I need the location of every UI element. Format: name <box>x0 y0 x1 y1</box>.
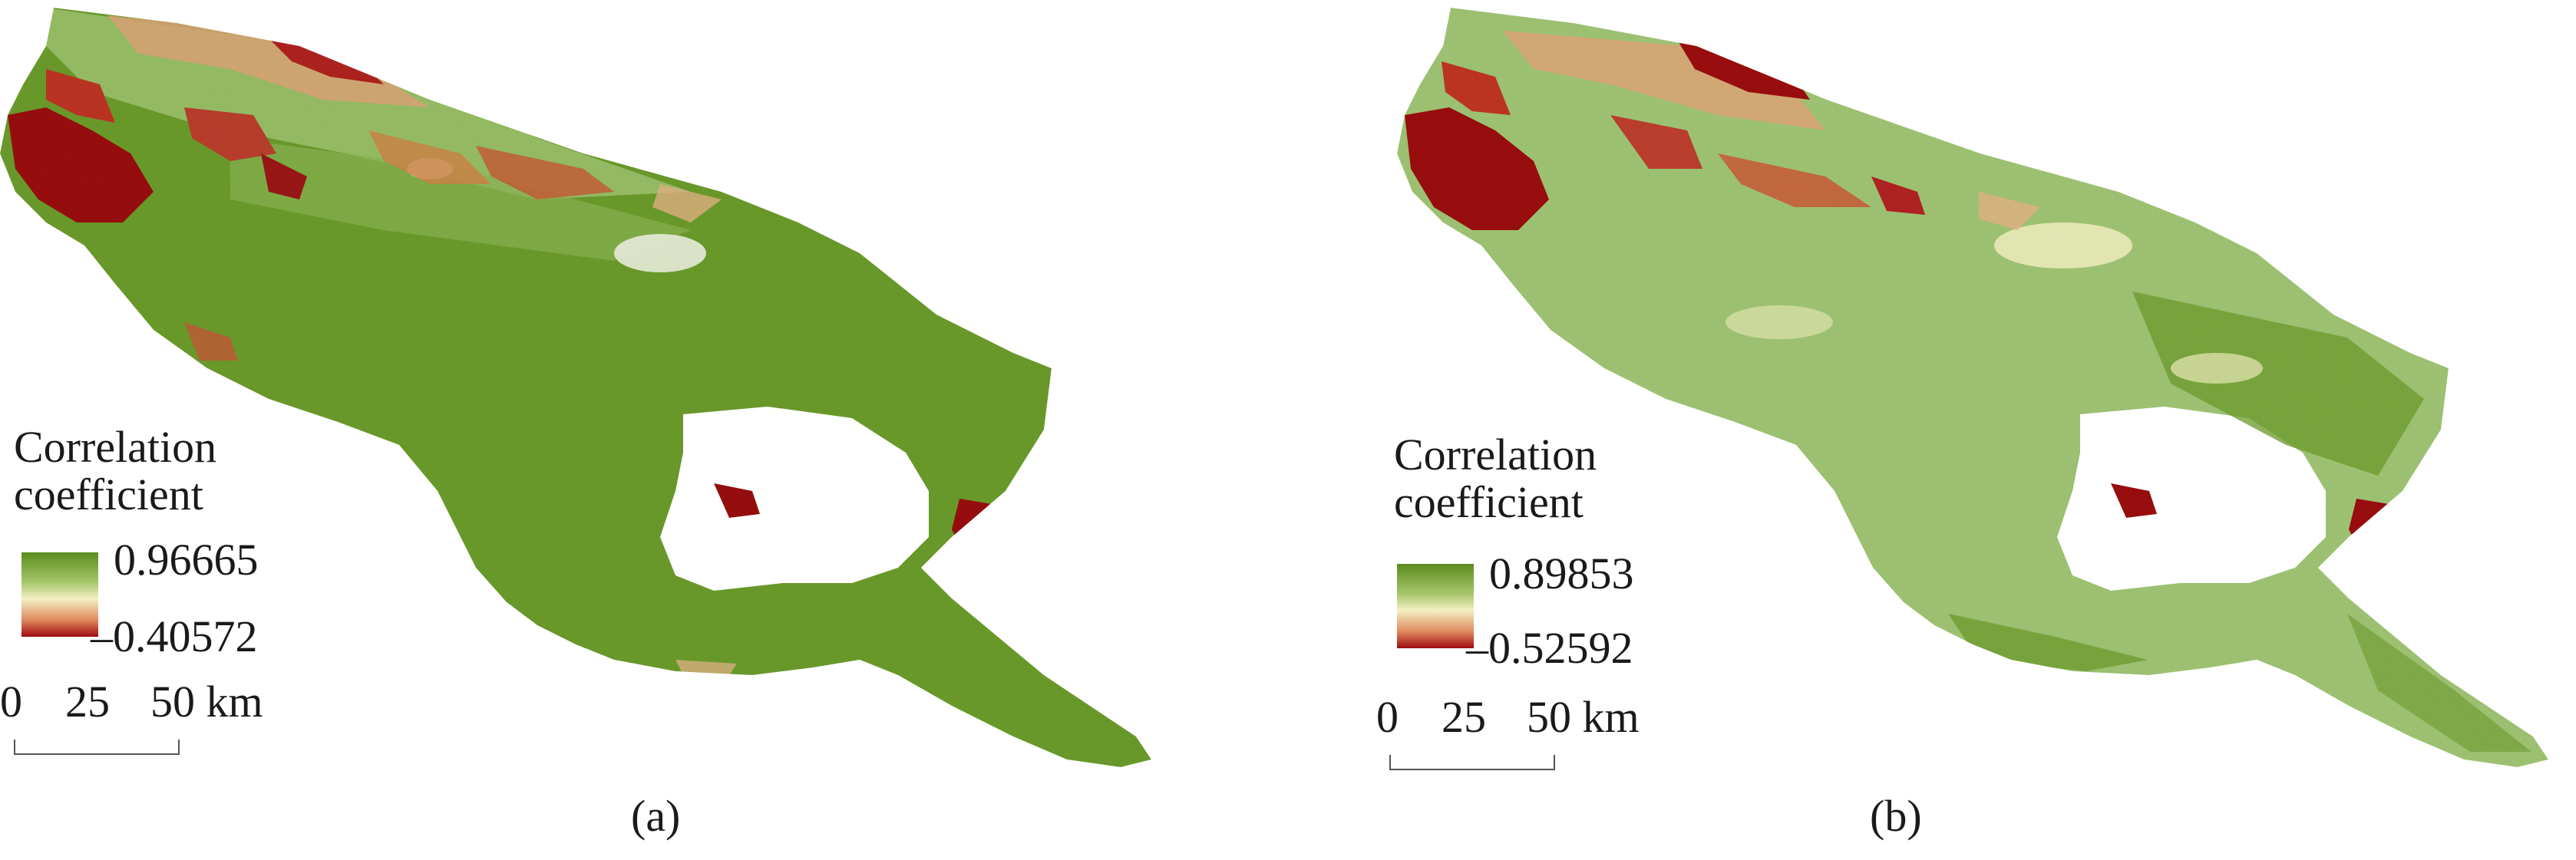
correlation-map-b <box>1397 8 2548 767</box>
legend-max-value: 0.96665 <box>114 535 259 585</box>
map-panel-a: Correlation coefficient 0.96665 –0.40572… <box>0 8 1151 841</box>
scale-bar-labels: 0 25 50 km <box>1376 694 1699 740</box>
correlation-map-a <box>0 8 1151 767</box>
legend-color-bar <box>1397 564 1474 648</box>
scale-tick-0: 0 <box>0 677 22 727</box>
legend-min-value: –0.52592 <box>1466 623 1633 673</box>
scale-tick-25: 25 <box>1442 692 1486 742</box>
legend-title-line2: coefficient <box>14 470 203 519</box>
legend-min-value: –0.40572 <box>91 611 258 661</box>
legend-max-value: 0.89853 <box>1489 549 1634 598</box>
scale-tick-50: 50 km <box>150 677 263 727</box>
map-panel-b: Correlation coefficient 0.89853 –0.52592… <box>1288 0 2576 860</box>
legend-title-line1: Correlation <box>1394 430 1597 479</box>
scale-tick-50: 50 km <box>1527 692 1640 742</box>
legend-title-line2: coefficient <box>1394 477 1584 527</box>
scale-bar <box>1389 755 1555 770</box>
panel-caption-b: (b) <box>1870 791 1922 841</box>
panel-caption-a: (a) <box>631 791 681 841</box>
scale-bar <box>14 740 180 755</box>
legend-color-bar <box>21 552 98 637</box>
scale-bar-labels: 0 25 50 km <box>0 679 322 725</box>
scale-tick-25: 25 <box>65 677 110 727</box>
scale-tick-0: 0 <box>1376 692 1399 742</box>
legend-title-line1: Correlation <box>14 422 217 472</box>
